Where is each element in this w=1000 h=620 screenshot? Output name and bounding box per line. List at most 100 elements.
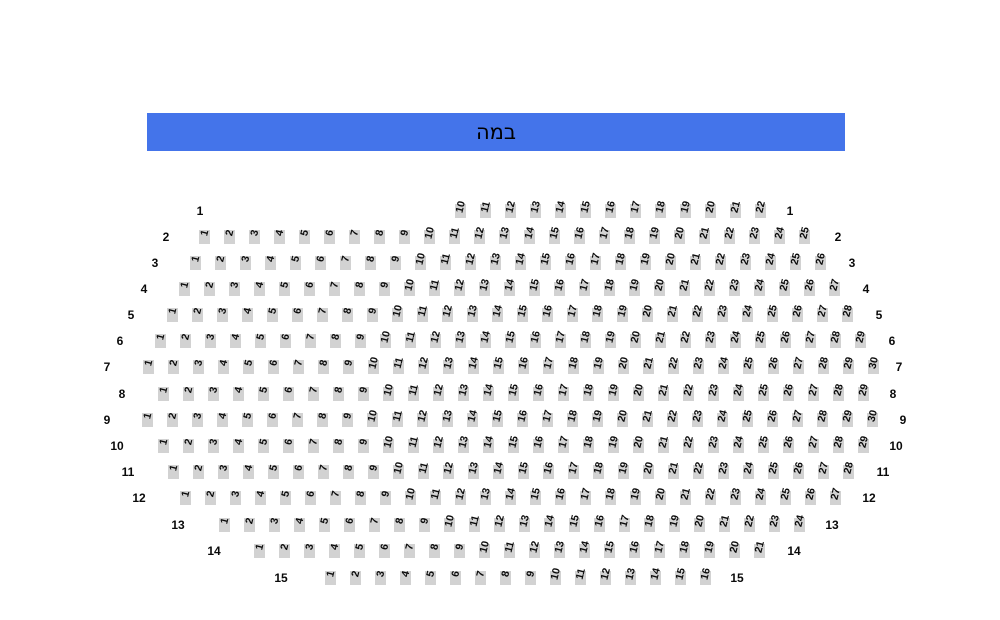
seat[interactable]: 10: [422, 225, 436, 244]
seat[interactable]: 18: [566, 355, 580, 374]
seat[interactable]: 26: [802, 277, 816, 296]
seat[interactable]: 15: [547, 225, 561, 244]
seat[interactable]: 12: [416, 355, 430, 374]
seat[interactable]: 5: [279, 489, 292, 505]
seat[interactable]: 26: [803, 486, 817, 505]
seat[interactable]: 11: [427, 278, 441, 296]
seat[interactable]: 20: [615, 408, 629, 427]
seat[interactable]: 16: [603, 199, 617, 218]
seat[interactable]: 10: [402, 277, 416, 296]
seat[interactable]: 16: [515, 408, 529, 427]
seat[interactable]: 13: [440, 408, 454, 427]
seat[interactable]: 22: [722, 225, 736, 244]
seat[interactable]: 24: [741, 460, 755, 479]
seat[interactable]: 15: [506, 382, 520, 401]
seat[interactable]: 24: [715, 408, 729, 427]
seat[interactable]: 20: [653, 486, 667, 505]
seat[interactable]: 15: [491, 355, 505, 374]
seat[interactable]: 19: [606, 382, 620, 401]
seat[interactable]: 20: [631, 382, 645, 401]
seat[interactable]: 20: [652, 277, 666, 296]
seat[interactable]: 14: [648, 566, 662, 585]
seat[interactable]: 22: [703, 486, 717, 505]
seat[interactable]: 10: [413, 251, 427, 270]
seat[interactable]: 4: [264, 254, 277, 270]
seat[interactable]: 3: [217, 463, 230, 479]
seat[interactable]: 13: [528, 199, 542, 218]
seat[interactable]: 18: [642, 513, 656, 532]
seat[interactable]: 4: [253, 280, 266, 296]
seat[interactable]: 19: [606, 434, 620, 453]
seat[interactable]: 27: [828, 486, 842, 505]
seat[interactable]: 28: [815, 408, 829, 427]
seat[interactable]: 21: [688, 251, 702, 270]
seat[interactable]: 30: [865, 408, 879, 427]
seat[interactable]: 16: [572, 225, 586, 244]
seat[interactable]: 29: [840, 408, 854, 427]
seat[interactable]: 24: [731, 434, 745, 453]
seat[interactable]: 15: [528, 486, 542, 505]
seat[interactable]: 14: [513, 251, 527, 270]
seat[interactable]: 3: [268, 516, 281, 532]
seat[interactable]: 14: [465, 408, 479, 427]
seat[interactable]: 4: [399, 569, 412, 585]
seat[interactable]: 9: [398, 228, 411, 244]
seat[interactable]: 17: [617, 513, 631, 532]
seat[interactable]: 2: [182, 437, 195, 453]
seat[interactable]: 18: [581, 434, 595, 453]
seat[interactable]: 1: [141, 411, 154, 427]
seat[interactable]: 15: [516, 460, 530, 479]
seat[interactable]: 12: [415, 408, 429, 427]
seat[interactable]: 21: [656, 382, 670, 401]
seat[interactable]: 24: [716, 355, 730, 374]
seat[interactable]: 24: [792, 513, 806, 532]
seat[interactable]: 18: [591, 460, 605, 479]
seat[interactable]: 11: [502, 540, 516, 558]
seat[interactable]: 11: [467, 514, 481, 532]
seat[interactable]: 13: [441, 355, 455, 374]
seat[interactable]: 7: [292, 358, 305, 374]
seat[interactable]: 17: [556, 434, 570, 453]
seat[interactable]: 1: [324, 569, 337, 585]
seat[interactable]: 23: [706, 434, 720, 453]
seat[interactable]: 6: [267, 358, 280, 374]
seat[interactable]: 21: [752, 539, 766, 558]
seat[interactable]: 16: [531, 434, 545, 453]
seat[interactable]: 1: [179, 489, 192, 505]
seat[interactable]: 19: [627, 277, 641, 296]
seat[interactable]: 16: [592, 513, 606, 532]
seat[interactable]: 13: [477, 277, 491, 296]
seat[interactable]: 28: [841, 460, 855, 479]
seat[interactable]: 12: [452, 277, 466, 296]
seat[interactable]: 12: [472, 225, 486, 244]
seat[interactable]: 12: [492, 513, 506, 532]
seat[interactable]: 13: [517, 513, 531, 532]
seat[interactable]: 5: [267, 463, 280, 479]
seat[interactable]: 23: [716, 460, 730, 479]
seat[interactable]: 12: [440, 303, 454, 322]
seat[interactable]: 6: [279, 332, 292, 348]
seat[interactable]: 4: [241, 306, 254, 322]
seat[interactable]: 24: [728, 329, 742, 348]
seat[interactable]: 14: [577, 539, 591, 558]
seat[interactable]: 16: [528, 329, 542, 348]
seat[interactable]: 27: [816, 460, 830, 479]
seat[interactable]: 17: [652, 539, 666, 558]
seat[interactable]: 15: [673, 566, 687, 585]
seat[interactable]: 6: [378, 542, 391, 558]
seat[interactable]: 5: [257, 385, 270, 401]
seat[interactable]: 2: [203, 280, 216, 296]
seat[interactable]: 1: [218, 516, 231, 532]
seat[interactable]: 6: [323, 228, 336, 244]
seat[interactable]: 14: [542, 513, 556, 532]
seat[interactable]: 19: [667, 513, 681, 532]
seat[interactable]: 8: [329, 332, 342, 348]
seat[interactable]: 5: [242, 358, 255, 374]
seat[interactable]: 25: [766, 460, 780, 479]
seat[interactable]: 12: [453, 486, 467, 505]
seat[interactable]: 18: [622, 225, 636, 244]
seat[interactable]: 8: [341, 306, 354, 322]
seat[interactable]: 10: [378, 329, 392, 348]
seat[interactable]: 27: [827, 277, 841, 296]
seat[interactable]: 2: [204, 489, 217, 505]
